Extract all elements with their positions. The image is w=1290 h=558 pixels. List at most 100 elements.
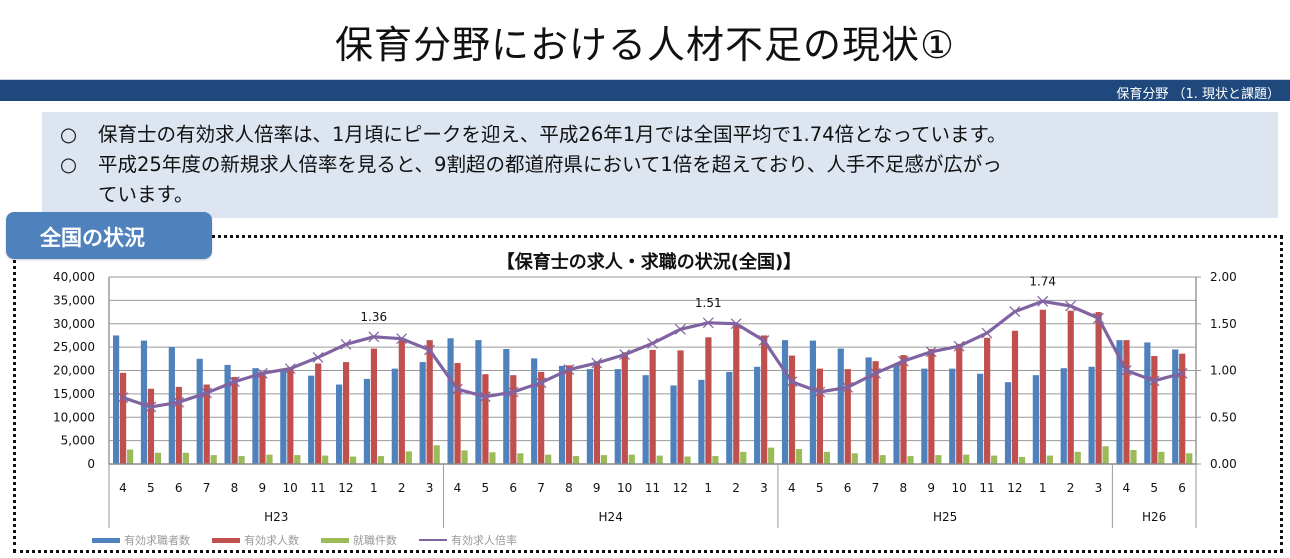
bar: [1067, 310, 1074, 464]
x-tick-label: 10: [283, 481, 298, 495]
bar: [510, 375, 517, 464]
x-tick-label: 7: [537, 481, 545, 495]
x-tick-label: 7: [872, 481, 880, 495]
bar: [1130, 449, 1137, 464]
bar: [628, 454, 635, 464]
x-marker-icon: [1093, 312, 1104, 324]
x-tick-label: 4: [1123, 481, 1131, 495]
bar: [294, 455, 301, 464]
x-tick-label: 2: [732, 481, 740, 495]
bar: [322, 455, 329, 464]
bar: [565, 365, 573, 464]
bar: [614, 369, 621, 464]
x-marker-icon: [451, 383, 463, 395]
x-marker-icon: [925, 346, 937, 358]
bar: [698, 379, 705, 464]
bar: [335, 384, 343, 464]
bar: [1046, 455, 1053, 464]
y-tick-label: 5,000: [61, 434, 95, 448]
x-tick-label: 2: [1067, 481, 1075, 495]
bar: [1018, 456, 1026, 464]
x-tick-label: 5: [816, 481, 824, 495]
bar: [621, 352, 628, 464]
x-marker-icon: [201, 387, 212, 399]
bar: [900, 355, 907, 464]
bar: [154, 452, 162, 464]
bar: [482, 374, 489, 464]
bar: [377, 456, 385, 464]
legend-label: 有効求人数: [244, 534, 299, 547]
x-marker-icon: [591, 357, 603, 369]
bar: [231, 377, 238, 464]
chart-frame: [13, 235, 1283, 553]
bar: [147, 388, 155, 464]
x-tick-label: 7: [203, 481, 211, 495]
x-marker-icon: [674, 323, 686, 335]
x-tick-label: 6: [509, 481, 517, 495]
x-tick-label: 6: [1178, 481, 1186, 495]
x-marker-icon: [1009, 306, 1021, 318]
bar: [1039, 309, 1046, 464]
data-label: 1.51: [695, 296, 722, 310]
x-marker-icon: [842, 381, 854, 393]
legend-bar-swatch-icon: [321, 537, 349, 543]
bar: [1186, 453, 1193, 464]
x-tick-label: 8: [231, 481, 239, 495]
data-label: 1.36: [360, 310, 387, 324]
bar: [740, 451, 747, 464]
x-tick-label: 5: [1150, 481, 1158, 495]
x-marker-icon: [145, 401, 157, 413]
x-group-label: H26: [1142, 510, 1166, 524]
bar: [872, 361, 879, 464]
x-marker-icon: [284, 363, 296, 375]
bar: [1102, 446, 1109, 464]
bar: [558, 365, 566, 464]
legend-bar-swatch-icon: [92, 537, 120, 543]
bar: [287, 367, 294, 464]
bullet-circle-icon: ○: [60, 153, 78, 176]
bar: [370, 348, 378, 464]
bar: [419, 362, 426, 464]
data-label: 1.74: [1029, 274, 1056, 288]
bar: [795, 449, 803, 464]
bar: [224, 364, 231, 464]
summary-line-1: ○ 保育士の有効求人倍率は、1月頃にピークを迎え、平成26年1月では全国平均で1.…: [60, 120, 1278, 150]
bar: [788, 355, 796, 464]
bar: [266, 454, 273, 464]
x-marker-icon: [535, 377, 547, 389]
bar: [252, 368, 259, 464]
bar: [196, 358, 203, 464]
bar: [545, 454, 552, 464]
bar: [984, 337, 991, 464]
x-marker-icon: [396, 333, 408, 345]
bar: [210, 455, 217, 464]
bar: [1060, 368, 1067, 464]
bar: [405, 451, 412, 464]
x-tick-label: 5: [481, 481, 489, 495]
x-tick-label: 10: [951, 481, 966, 495]
bar: [670, 385, 677, 464]
bar: [921, 368, 928, 464]
bar: [447, 338, 454, 464]
bar: [489, 452, 496, 464]
legend-item: 就職件数: [321, 532, 397, 548]
bar: [1158, 451, 1165, 464]
section-breadcrumb: 保育分野 （1. 現状と課題）: [1116, 87, 1280, 102]
bar: [1032, 375, 1039, 464]
bar: [113, 335, 120, 464]
y-tick-label: 35,000: [53, 293, 95, 307]
page-title: 保育分野における人材不足の現状①: [334, 23, 956, 67]
bar: [433, 445, 440, 464]
x-marker-icon: [730, 318, 742, 330]
x-tick-label: 3: [1095, 481, 1103, 495]
bar: [956, 343, 963, 464]
x-marker-icon: [647, 337, 658, 349]
bar: [656, 455, 663, 464]
x-marker-icon: [256, 367, 268, 379]
bar: [593, 361, 601, 464]
bar: [816, 368, 823, 464]
bar: [308, 375, 315, 464]
x-tick-label: 9: [258, 481, 266, 495]
bar: [928, 348, 935, 464]
legend-item: 有効求職者数: [92, 532, 190, 548]
